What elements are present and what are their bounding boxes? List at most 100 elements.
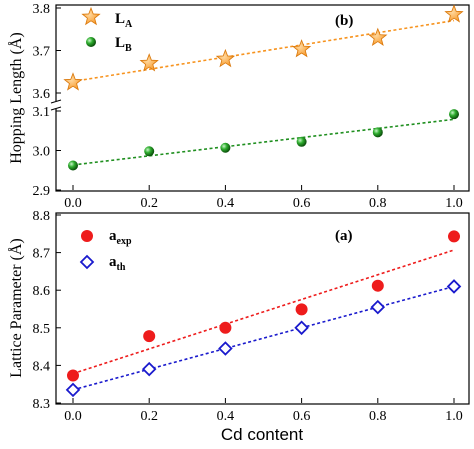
panel-a-lattice-parameter: 8.3 8.4 8.5 8.6 8.7 8.8 0.0 0.2 0.4 0.6 0.8 1.0 (a… [7, 209, 470, 444]
data-point [215, 48, 236, 68]
y-tick-label: 8.5 [33, 322, 51, 337]
panel-a-data-points [65, 230, 462, 398]
axis-break-slash [50, 99, 62, 104]
fit-line [72, 118, 455, 166]
panel-b-y-axis-title: Hopping Length (Å) [7, 32, 25, 164]
x-tick-label: 0.4 [217, 409, 235, 424]
legend-star-icon [81, 6, 101, 26]
panel-b-x-ticks: 0.0 0.2 0.4 0.6 0.8 1.0 [64, 185, 463, 211]
panel-a-legend: aexp ath [79, 228, 132, 273]
axis-break-gap [52, 101, 61, 109]
legend-marker [79, 254, 95, 270]
axis-break-marks [50, 99, 62, 111]
panel-b-frame [55, 4, 470, 192]
panel-a-fit-lines [72, 249, 455, 391]
x-tick-label: 0.6 [293, 409, 311, 424]
data-point [139, 53, 159, 72]
panel-a-x-ticks: 0.0 0.2 0.4 0.6 0.8 1.0 [64, 398, 463, 424]
legend-marker [86, 37, 96, 47]
data-point [220, 142, 231, 153]
data-point [296, 136, 307, 147]
data-point [371, 279, 384, 292]
legend-la-subscript: A [125, 19, 133, 30]
legend-filled-circle-icon [81, 230, 93, 242]
y-tick-label: 8.6 [33, 284, 51, 299]
panel-b-legend: LA LB [81, 6, 133, 54]
legend-item-ath: ath [79, 254, 126, 273]
x-tick-label: 0.0 [64, 409, 82, 424]
panel-b-label: (b) [335, 13, 353, 29]
data-point [68, 160, 78, 171]
panel-a-label: (a) [335, 228, 353, 244]
data-point [291, 39, 312, 58]
y-tick-label: 3.1 [33, 105, 51, 120]
legend-marker [81, 6, 101, 26]
legend-lb-subscript: B [125, 43, 132, 54]
x-tick-label: 0.6 [293, 196, 311, 211]
fit-line [72, 249, 455, 375]
panel-b-hopping-length: 2.9 3.0 3.1 3.6 3.7 3.8 0.0 0.2 0.4 0.6 0.8 1.0 (b… [7, 2, 470, 211]
svg-text:ath: ath [109, 254, 126, 273]
axis-break-slash [50, 106, 62, 111]
legend-sphere-icon [86, 37, 96, 47]
data-point [446, 279, 462, 294]
legend-item-la: LA [81, 6, 133, 30]
y-tick-label: 3.0 [33, 145, 51, 160]
x-axis-title: Cd content [221, 425, 303, 444]
panel-b-y-ticks: 2.9 3.0 3.1 3.6 3.7 3.8 [33, 2, 61, 199]
y-tick-label: 3.6 [33, 87, 51, 102]
data-point [65, 382, 81, 398]
legend-item-aexp: aexp [81, 228, 132, 247]
x-tick-label: 1.0 [445, 196, 463, 211]
panel-b-data-points [63, 4, 464, 171]
y-tick-label: 8.3 [33, 397, 51, 412]
data-point [449, 109, 459, 120]
x-tick-label: 0.8 [369, 196, 387, 211]
y-tick-label: 8.4 [33, 359, 51, 374]
fit-line [72, 19, 455, 83]
legend-item-lb: LB [86, 35, 132, 54]
y-tick-label: 8.7 [33, 247, 51, 262]
x-tick-label: 0.8 [369, 409, 387, 424]
legend-lb-label: L [115, 35, 125, 51]
data-point [143, 330, 156, 343]
legend-marker [81, 230, 93, 242]
data-point [444, 4, 464, 23]
fit-line [72, 285, 455, 391]
legend-aexp-label: a [109, 228, 117, 244]
y-tick-label: 3.7 [33, 45, 51, 60]
svg-text:LA: LA [115, 11, 133, 30]
legend-open-diamond-icon [79, 254, 95, 270]
data-point [448, 230, 460, 243]
data-point [141, 361, 157, 377]
data-point [368, 27, 388, 46]
legend-ath-subscript: th [117, 262, 126, 273]
y-tick-label: 2.9 [33, 184, 51, 199]
panel-b-fit-lines [72, 19, 455, 166]
data-point [372, 127, 383, 138]
panel-a-y-axis-title: Lattice Parameter (Å) [7, 238, 25, 377]
x-tick-label: 0.0 [64, 196, 82, 211]
data-point [67, 369, 79, 382]
legend-ath-label: a [109, 254, 117, 270]
data-point [144, 146, 155, 157]
data-point [295, 303, 308, 316]
legend-aexp-subscript: exp [117, 236, 132, 247]
y-tick-label: 8.8 [33, 209, 51, 224]
data-point [294, 320, 309, 336]
panel-a-y-ticks: 8.3 8.4 8.5 8.6 8.7 8.8 [33, 209, 61, 412]
svg-text:aexp: aexp [109, 228, 132, 247]
data-point [218, 341, 233, 356]
data-point [219, 321, 232, 334]
panel-a-frame [55, 212, 470, 405]
y-tick-label: 3.8 [33, 2, 51, 17]
svg-text:LB: LB [115, 35, 132, 54]
x-tick-label: 0.4 [217, 196, 235, 211]
data-point [370, 299, 386, 315]
x-tick-label: 0.2 [140, 409, 158, 424]
x-tick-label: 1.0 [445, 409, 463, 424]
data-point [63, 72, 83, 91]
legend-la-label: L [115, 11, 125, 27]
x-tick-label: 0.2 [140, 196, 158, 211]
